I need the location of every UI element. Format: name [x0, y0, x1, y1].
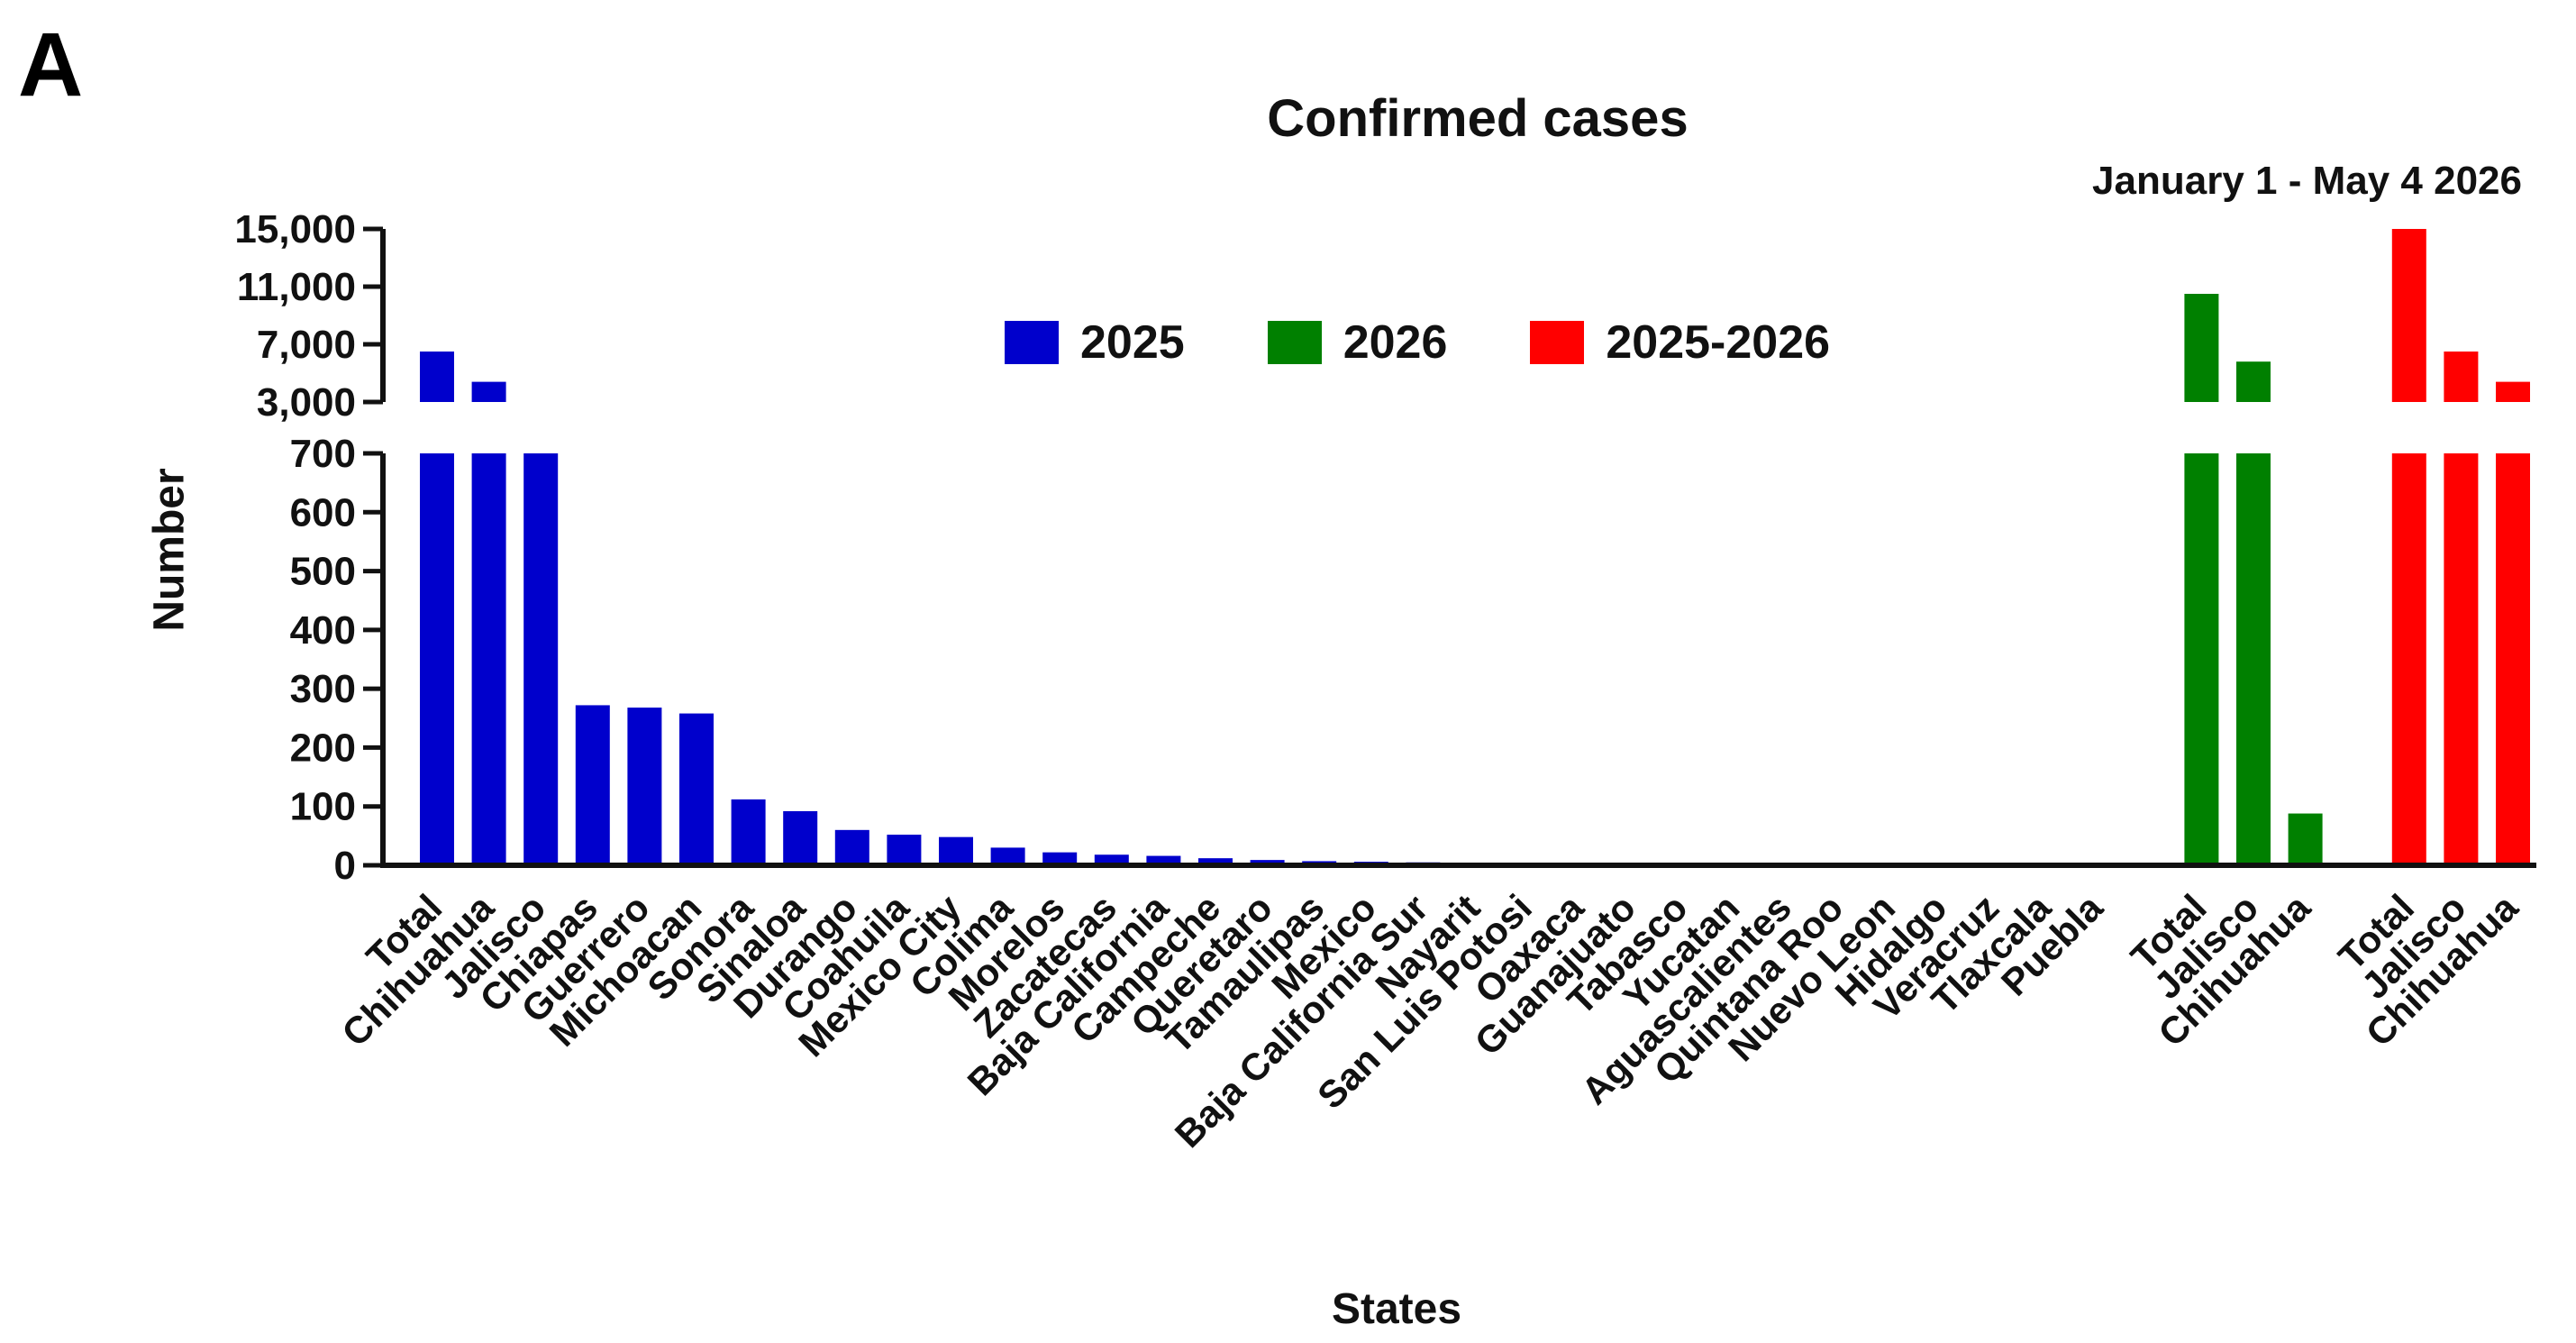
bar-upper-2025-2026-chihuahua [2496, 381, 2530, 402]
y-tick-label: 400 [290, 608, 356, 653]
y-tick-label: 200 [290, 726, 356, 770]
y-tick-label: 300 [290, 667, 356, 711]
chart-legend: 2025 2026 2025-2026 [1005, 315, 1913, 370]
bar-upper-2025-2026-jalisco [2444, 352, 2479, 402]
bar-upper-2025-2026-total [2391, 229, 2426, 402]
bar-2025-durango [834, 829, 869, 865]
bar-2025-zacatecas [1094, 854, 1129, 865]
y-tick-label: 15,000 [234, 207, 356, 251]
y-tick-label: 3,000 [257, 380, 356, 425]
y-tick-label: 7,000 [257, 323, 356, 367]
bar-2025-2026-chihuahua [2496, 453, 2530, 865]
x-axis-label: States [1331, 1285, 1462, 1333]
legend-swatch-2025-2026 [1530, 321, 1585, 364]
legend-label-2026: 2026 [1343, 316, 1448, 369]
y-tick-label: 500 [290, 550, 356, 594]
bar-2025-mexico-city [939, 836, 973, 865]
bar-2025-sonora [731, 799, 766, 865]
bar-upper-2025-total [420, 352, 454, 402]
legend-item-2025-2026: 2025-2026 [1530, 315, 1830, 370]
bar-2025-total [420, 453, 454, 865]
panel-letter: A [18, 14, 84, 115]
bar-2025-morelos [1042, 852, 1078, 865]
bar-2025-guerrero [627, 708, 662, 865]
bar-2025-campeche [1198, 858, 1233, 865]
bar-2025-michoacan [679, 713, 714, 865]
bar-2026-chihuahua [2288, 813, 2323, 865]
legend-swatch-2026 [1267, 321, 1322, 364]
legend-label-2025-2026: 2025-2026 [1606, 316, 1831, 369]
y-tick-label: 11,000 [237, 265, 356, 309]
y-tick-label: 0 [334, 844, 356, 888]
bar-upper-2026-jalisco [2236, 361, 2271, 402]
bar-2025-2026-total [2391, 453, 2426, 865]
legend-item-2025: 2025 [1005, 315, 1185, 370]
chart-subtitle: January 1 - May 4 2026 [2092, 159, 2522, 203]
bar-2025-2026-jalisco [2444, 453, 2479, 865]
bar-2025-coahuila [887, 835, 922, 865]
bar-2025-jalisco [523, 453, 559, 865]
bar-upper-2026-total [2184, 294, 2219, 402]
legend-label-2025: 2025 [1080, 316, 1185, 369]
bar-2026-total [2184, 453, 2219, 865]
bar-2025-colima [990, 847, 1025, 865]
y-tick-label: 700 [290, 432, 356, 476]
y-tick-label: 600 [290, 490, 356, 534]
bar-2025-chihuahua [471, 453, 506, 865]
bar-2025-chiapas [575, 705, 610, 865]
y-tick-label: 100 [290, 785, 356, 829]
bar-2025-baja-california [1146, 855, 1181, 865]
legend-item-2026: 2026 [1267, 315, 1448, 370]
legend-swatch-2025 [1005, 321, 1059, 364]
bar-2026-jalisco [2236, 453, 2271, 865]
chart-title: Confirmed cases [1267, 89, 1689, 148]
bar-upper-2025-chihuahua [471, 381, 506, 402]
bar-2025-sinaloa [783, 810, 818, 865]
